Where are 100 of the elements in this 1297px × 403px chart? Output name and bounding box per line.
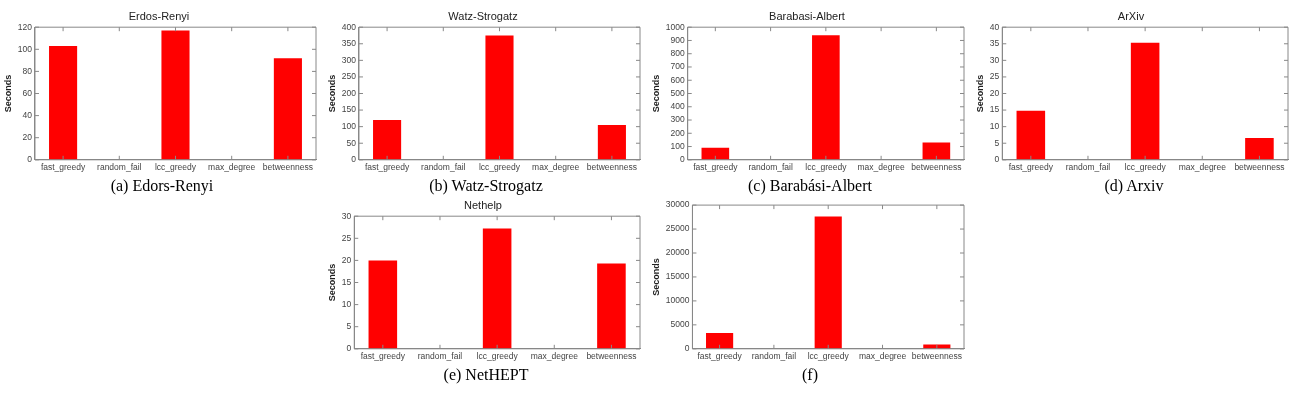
bar: [597, 124, 626, 160]
bar: [368, 260, 398, 349]
y-tick-label: 15: [989, 104, 1000, 115]
y-tick-label: 20: [341, 254, 352, 265]
x-tick-label: fast_greedy: [693, 162, 739, 173]
bar: [922, 142, 951, 160]
bar: [161, 30, 190, 160]
y-tick-label: 120: [17, 21, 33, 32]
y-tick-label: 60: [22, 87, 33, 98]
y-tick-label: 20000: [665, 247, 690, 258]
x-tick-label: fast_greedy: [697, 351, 743, 362]
y-tick-label: 10: [989, 120, 1000, 131]
y-tick-label: 10: [341, 298, 352, 309]
y-tick-label: 80: [22, 65, 33, 76]
bar: [1016, 110, 1046, 160]
y-tick-label: 150: [341, 104, 357, 115]
x-tick-label: fast_greedy: [1008, 162, 1054, 173]
text: (b) Watz-Strogatz: [429, 177, 543, 195]
bar: [597, 263, 626, 349]
y-tick-label: 700: [670, 61, 685, 72]
y-tick-label: 5: [994, 137, 1000, 148]
y-tick-label: 30: [341, 210, 352, 221]
x-tick-label: random_fail: [748, 162, 793, 173]
y-tick-label: 200: [341, 87, 357, 98]
y-tick-label: 25: [989, 71, 1000, 82]
x-tick-label: lcc_greedy: [476, 351, 519, 362]
y-tick-label: 15000: [665, 271, 690, 282]
bar: [1245, 137, 1274, 160]
x-tick-label: betweenness: [262, 162, 313, 173]
y-tick-label: 300: [341, 54, 357, 65]
chart-title: Watz-Strogatz: [448, 9, 518, 22]
chart-title: Nethelp: [464, 198, 502, 211]
x-tick-label: betweenness: [586, 162, 637, 173]
y-tick-label: 200: [670, 127, 685, 138]
y-tick-label: 0: [27, 154, 33, 165]
x-tick-label: betweenness: [586, 351, 637, 362]
y-tick-label: 40: [989, 21, 1000, 32]
y-tick-label: 800: [670, 48, 685, 59]
x-tick-label: fast_greedy: [360, 351, 406, 362]
y-tick-label: 40: [22, 109, 33, 120]
y-tick-label: 10000: [665, 295, 690, 306]
x-tick-label: max_degree: [208, 162, 256, 173]
y-tick-label: 35: [989, 38, 1000, 49]
x-tick-label: fast_greedy: [364, 162, 411, 173]
chart-title: ArXiv: [1117, 9, 1145, 22]
y-tick-label: 0: [346, 343, 352, 354]
y-tick-label: 50: [346, 137, 357, 148]
y-tick-label: 500: [670, 87, 685, 98]
y-tick-label: 5000: [670, 319, 690, 330]
x-tick-label: lcc_greedy: [1124, 162, 1167, 173]
bar: [812, 35, 840, 160]
chart-title: Barabasi-Albert: [769, 9, 845, 22]
y-tick-label: 100: [17, 43, 33, 54]
bar: [482, 228, 512, 349]
y-tick-label: 0: [994, 154, 1000, 165]
x-tick-label: lcc_greedy: [478, 162, 521, 173]
bar: [273, 58, 302, 160]
y-tick-label: 15: [341, 276, 352, 287]
y-tick-label: 0: [351, 154, 357, 165]
x-tick-label: fast_greedy: [40, 162, 87, 173]
x-tick-label: betweenness: [911, 162, 962, 173]
bar: [373, 120, 402, 160]
y-axis-title: Seconds: [2, 74, 13, 113]
bar: [1130, 42, 1160, 160]
x-tick-label: max_degree: [857, 162, 905, 173]
y-tick-label: 20: [22, 132, 33, 143]
x-tick-label: max_degree: [1178, 162, 1227, 173]
x-tick-label: betweenness: [911, 351, 962, 362]
text: (d) Arxiv: [1104, 177, 1164, 195]
y-tick-label: 300: [670, 114, 685, 125]
x-tick-label: random_fail: [1065, 162, 1111, 173]
y-tick-label: 1000: [665, 21, 685, 32]
x-tick-label: lcc_greedy: [805, 162, 848, 173]
y-tick-label: 250: [341, 71, 357, 82]
y-tick-label: 400: [341, 21, 357, 32]
y-tick-label: 600: [670, 74, 685, 85]
x-tick-label: betweenness: [1234, 162, 1285, 173]
bar: [923, 344, 951, 349]
y-axis-title: Seconds: [326, 74, 337, 113]
x-tick-label: max_degree: [530, 351, 579, 362]
x-tick-label: random_fail: [97, 162, 142, 173]
y-tick-label: 25000: [665, 223, 690, 234]
y-tick-label: 100: [341, 120, 357, 131]
x-tick-label: max_degree: [532, 162, 580, 173]
bar: [485, 35, 514, 160]
y-tick-label: 0: [684, 343, 690, 354]
x-tick-label: lcc_greedy: [807, 351, 850, 362]
bar: [706, 332, 734, 349]
text: (a) Edors-Renyi: [110, 177, 214, 195]
y-tick-label: 400: [670, 101, 685, 112]
y-tick-label: 30000: [665, 199, 690, 210]
y-tick-label: 25: [341, 232, 352, 243]
y-tick-label: 900: [670, 34, 685, 45]
y-axis-title: Seconds: [326, 263, 337, 302]
chart-title: Erdos-Renyi: [128, 9, 190, 22]
y-axis-title: Seconds: [974, 74, 985, 113]
text: (e) NetHEPT: [443, 366, 529, 384]
y-tick-label: 30: [989, 54, 1000, 65]
text: (c) Barabási-Albert: [748, 177, 872, 195]
y-tick-label: 20: [989, 87, 1000, 98]
